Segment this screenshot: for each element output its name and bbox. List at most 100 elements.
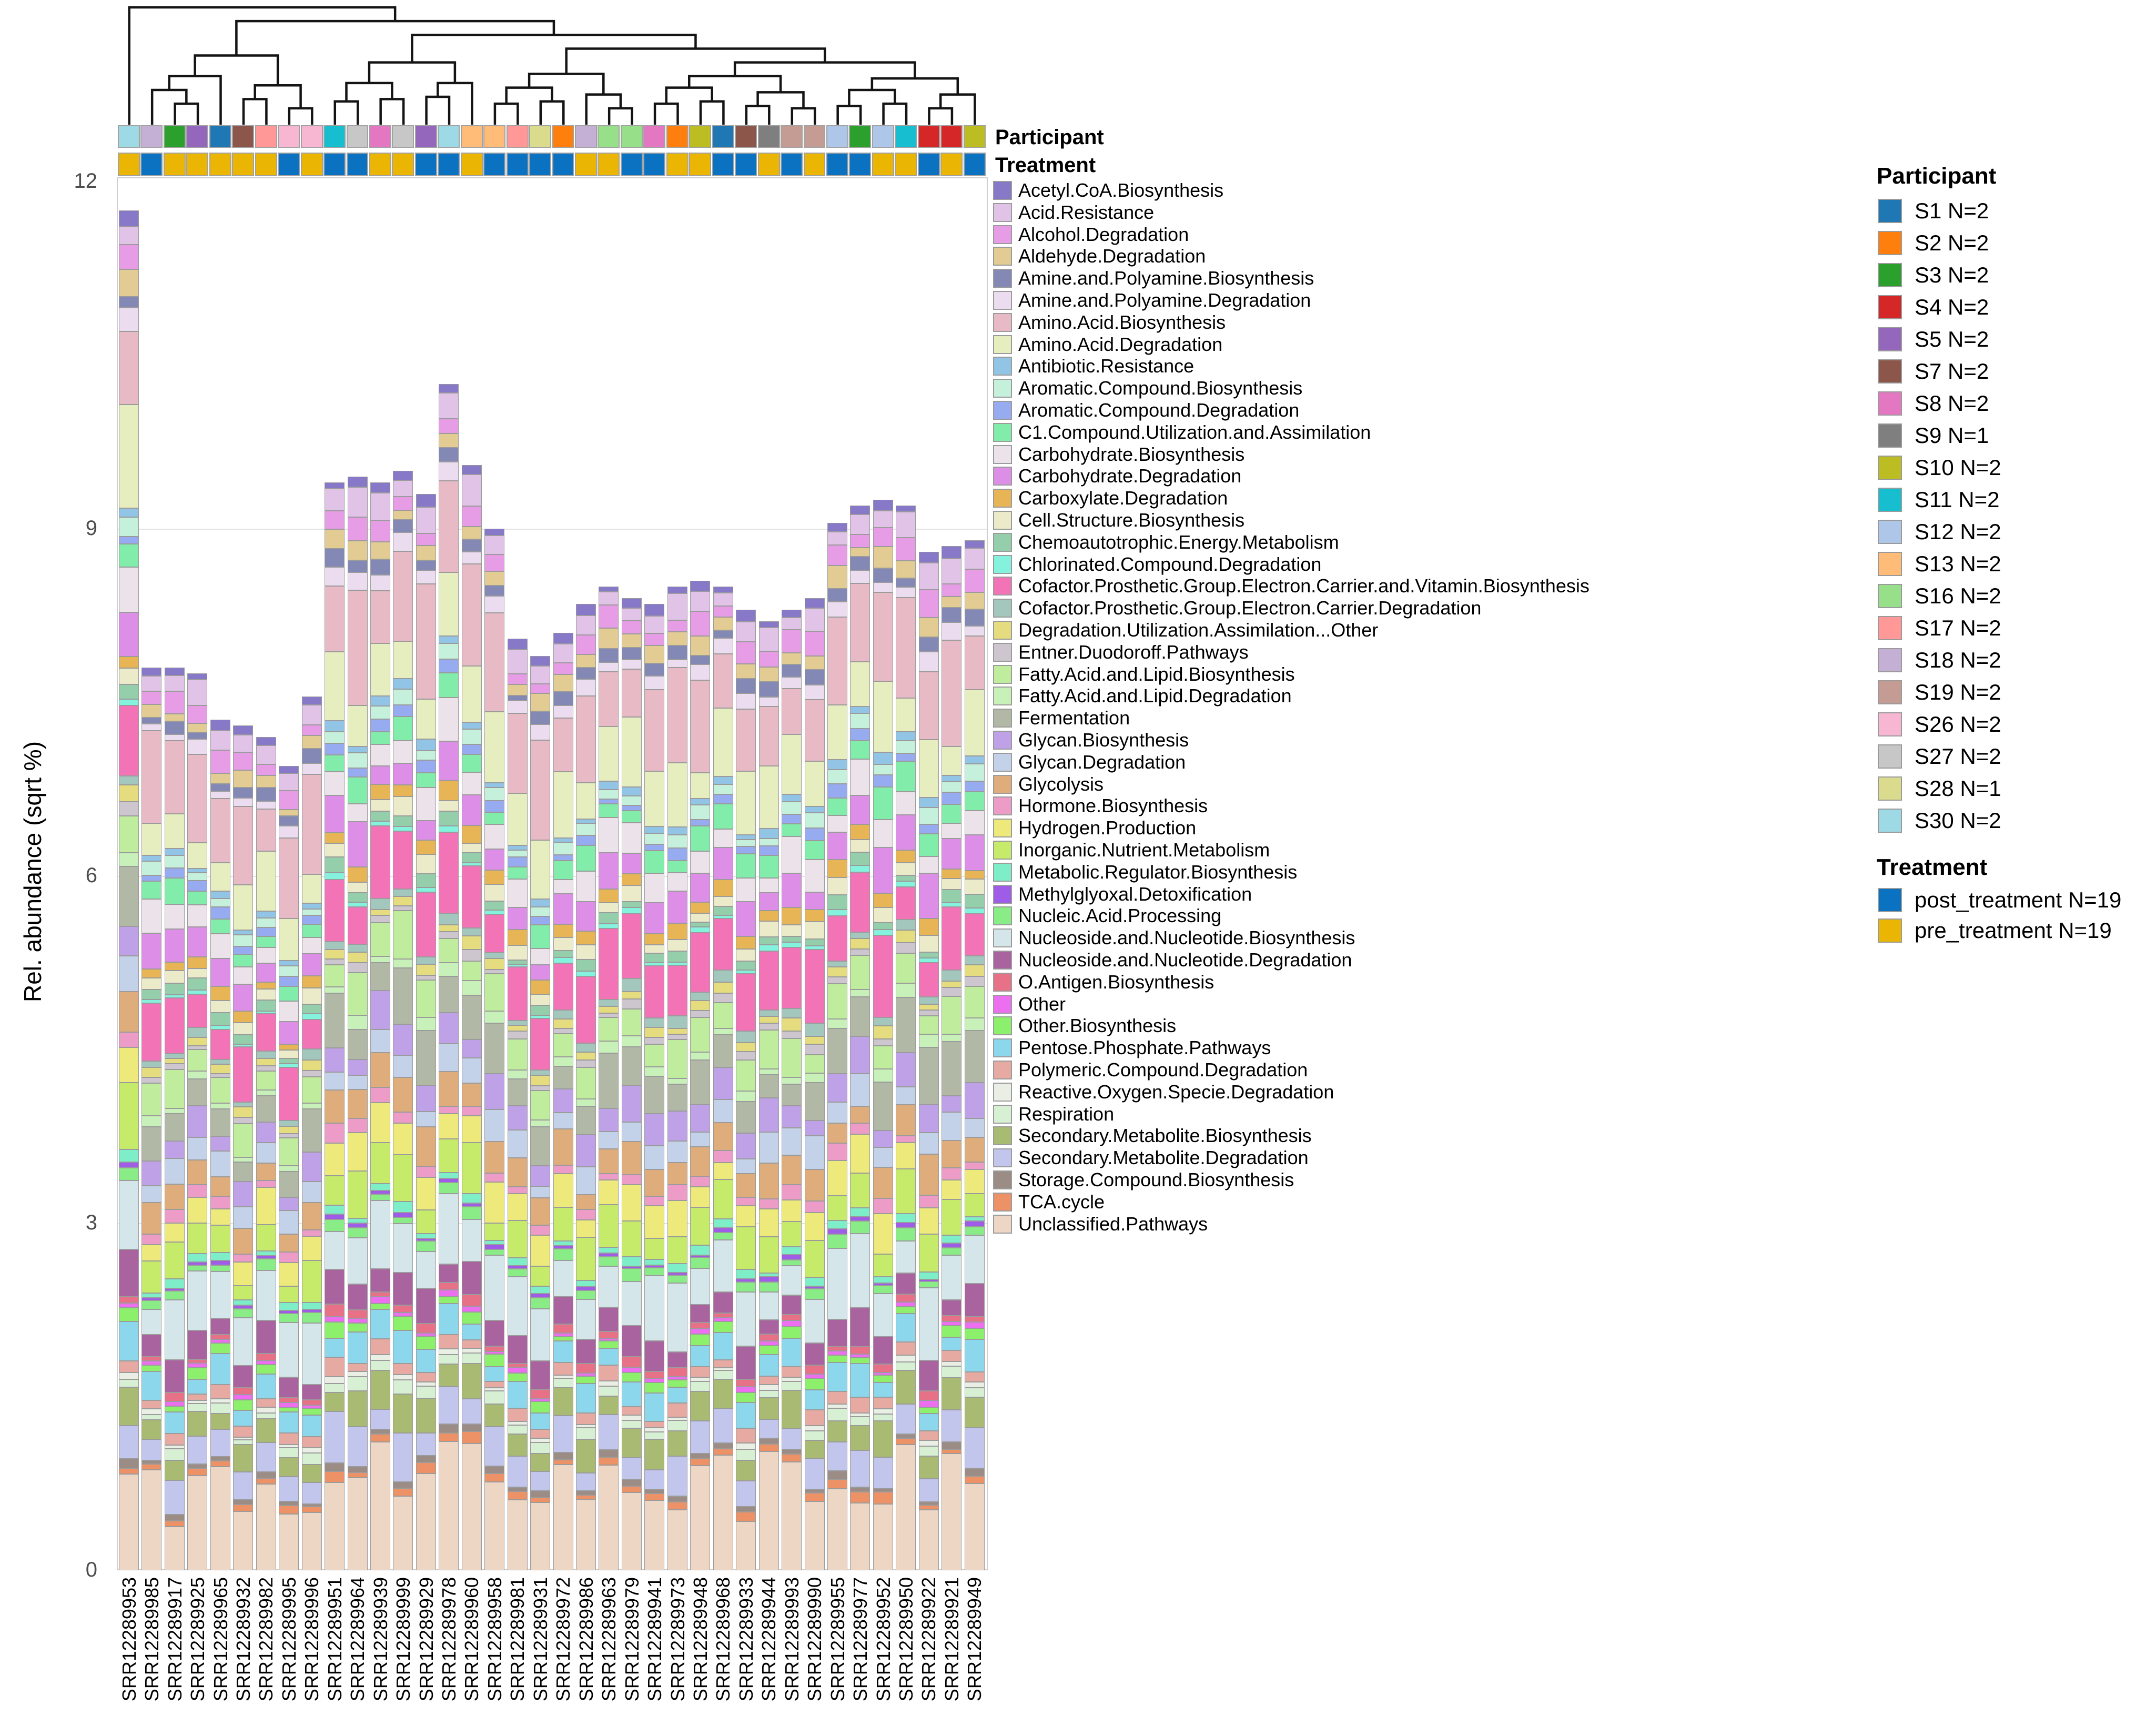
pathway-label: Glycan.Degradation: [1018, 751, 1186, 773]
bar-segment: [119, 926, 139, 956]
pathway-label: Alcohol.Degradation: [1018, 223, 1189, 245]
treatment-cell: [712, 153, 734, 176]
treatment-cell: [278, 153, 300, 176]
bar-segment: [896, 578, 916, 588]
bar-segment: [210, 1457, 230, 1461]
bar-segment: [576, 1413, 596, 1425]
bar-segment: [667, 939, 687, 951]
bar-segment: [484, 1473, 505, 1482]
bar-segment: [164, 814, 185, 849]
bar-segment: [370, 1087, 390, 1103]
bar-segment: [164, 1480, 185, 1515]
bar-segment: [141, 1409, 162, 1415]
bar-segment: [964, 1193, 985, 1217]
participant-cell: [278, 125, 300, 148]
bar-segment: [644, 1371, 665, 1378]
bar-segment: [141, 1061, 162, 1068]
bar-segment: [918, 1413, 939, 1431]
pathway-swatch: [993, 906, 1012, 926]
bar-segment: [119, 1321, 139, 1361]
bar-segment: [233, 1022, 254, 1035]
bar-segment: [370, 1102, 390, 1143]
bar-segment: [644, 645, 665, 663]
bar-segment: [301, 1399, 322, 1406]
bar-segment: [736, 1031, 756, 1043]
bar-segment: [804, 761, 825, 806]
bar-segment: [461, 843, 482, 853]
bar-segment: [393, 1024, 413, 1055]
bar-segment: [119, 244, 139, 269]
bar-segment: [461, 950, 482, 961]
bar-segment: [461, 506, 482, 527]
bar-segment: [141, 1000, 162, 1003]
bar-segment: [942, 1350, 962, 1361]
bar-segment: [393, 740, 413, 763]
bar-segment: [530, 1297, 551, 1309]
bar-segment: [347, 1218, 368, 1223]
bar-segment: [804, 921, 825, 940]
bar-segment: [782, 801, 802, 815]
bar-segment: [325, 1219, 345, 1232]
bar-segment: [553, 1249, 573, 1261]
bar-segment: [187, 680, 208, 705]
bar-segment: [850, 1491, 870, 1503]
bar-segment: [964, 781, 985, 792]
bar-segment: [942, 1248, 962, 1255]
bar-segment: [301, 697, 322, 705]
bar-segment: [804, 700, 825, 761]
bar-segment: [667, 593, 687, 620]
bar-segment: [553, 957, 573, 964]
bar-segment: [758, 1419, 779, 1439]
bar-segment: [758, 765, 779, 829]
bar-segment: [187, 754, 208, 843]
bar-segment: [416, 1112, 436, 1127]
bar-segment: [507, 1130, 528, 1158]
bar-segment: [461, 754, 482, 772]
bar-segment: [210, 1108, 230, 1136]
bar-segment: [576, 1286, 596, 1290]
pathway-swatch: [993, 1170, 1012, 1189]
bar-segment: [164, 1299, 185, 1360]
gridline-6: [118, 876, 987, 877]
bar-segment: [713, 587, 733, 593]
bar-segment: [713, 1317, 733, 1321]
bar-segment: [942, 981, 962, 988]
bar-segment: [736, 1521, 756, 1570]
participant-cell: [643, 125, 666, 148]
bar-segment: [644, 1265, 665, 1268]
bar-segment: [553, 1416, 573, 1453]
bar-segment: [256, 982, 276, 989]
bar-segment: [439, 1183, 459, 1194]
bar-segment: [301, 1448, 322, 1454]
bar-segment: [782, 688, 802, 735]
bar-segment: [256, 737, 276, 745]
bar-segment: [964, 1221, 985, 1227]
bar-segment: [896, 997, 916, 1053]
bar-segment: [804, 1374, 825, 1378]
treatment-cell: [895, 153, 917, 176]
bar-segment: [850, 1134, 870, 1173]
bar-segment: [461, 551, 482, 564]
bar-segment: [530, 1120, 551, 1127]
bar-segment: [758, 829, 779, 839]
bar-segment: [621, 1221, 642, 1257]
bar-segment: [256, 1365, 276, 1374]
participant-row-label: Participant: [995, 126, 1104, 149]
bar-segment: [164, 1053, 185, 1058]
bar-segment: [690, 922, 711, 927]
bar-segment: [942, 746, 962, 775]
pathway-swatch: [993, 731, 1012, 750]
x-axis-label: SRR12289921: [940, 1577, 963, 1702]
bar-segment: [416, 751, 436, 760]
bar-segment: [187, 1271, 208, 1330]
bar-segment: [621, 805, 642, 811]
bar-segment: [782, 618, 802, 630]
bar-segment: [187, 994, 208, 1027]
bar-segment: [736, 1443, 756, 1449]
bar-segment: [370, 1143, 390, 1184]
bar-segment: [187, 1367, 208, 1379]
bar-segment: [530, 1401, 551, 1414]
bar-segment: [713, 1240, 733, 1293]
bar-segment: [964, 1372, 985, 1382]
bar-segment: [736, 1512, 756, 1522]
